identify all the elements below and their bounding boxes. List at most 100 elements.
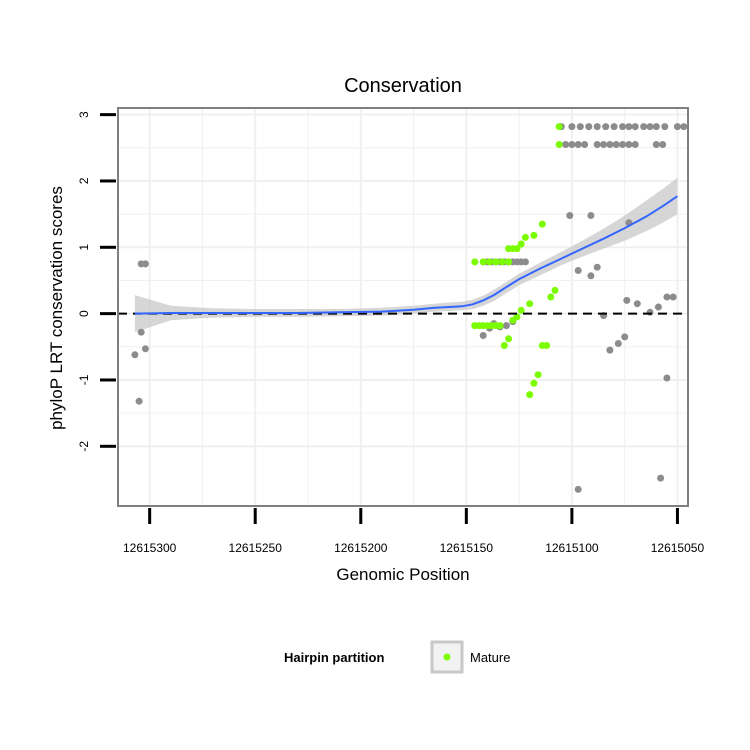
other-point (652, 141, 660, 148)
other-point (623, 296, 631, 304)
other-point (614, 340, 622, 347)
mature-point (471, 322, 479, 330)
other-point (606, 346, 614, 354)
other-point (141, 260, 149, 268)
other-point (612, 141, 620, 148)
other-point (646, 308, 654, 316)
x-tick-label: 12615200 (334, 541, 388, 555)
other-point (673, 123, 681, 131)
x-tick-label: 12615300 (123, 541, 177, 555)
other-point (141, 345, 149, 353)
mature-point (555, 123, 563, 131)
mature-point (479, 258, 487, 266)
chart-title: Conservation (344, 75, 462, 97)
x-tick-label: 12615100 (545, 541, 599, 555)
legend-label-mature: Mature (470, 650, 510, 665)
grid-lines (118, 108, 688, 506)
mature-point (509, 316, 517, 324)
other-point (568, 123, 576, 131)
other-point (521, 258, 529, 266)
other-point (593, 123, 601, 131)
other-point (562, 141, 570, 148)
x-axis: 12615300 12615250 12615200 12615150 12615100… (123, 508, 704, 555)
other-point (502, 322, 510, 330)
other-point (619, 141, 627, 148)
other-point (574, 267, 582, 274)
other-point (587, 272, 595, 280)
mature-point (526, 300, 534, 308)
mature-point (500, 342, 508, 349)
mature-point (517, 240, 525, 248)
other-point (625, 123, 633, 131)
other-point (581, 141, 589, 148)
other-point (610, 123, 618, 131)
other-point (479, 332, 487, 339)
x-axis-label: Genomic Position (336, 565, 469, 584)
other-point (606, 141, 614, 148)
x-tick-label: 12615250 (229, 541, 283, 555)
other-point (574, 141, 582, 148)
other-point (680, 123, 688, 131)
y-tick-label: 2 (77, 177, 91, 184)
y-tick-label: 0 (77, 310, 91, 317)
plot-panel (117, 107, 689, 507)
mature-point (551, 286, 559, 294)
mature-point (505, 245, 513, 253)
other-point (619, 123, 627, 131)
mature-point (521, 233, 529, 241)
other-point (621, 333, 629, 341)
y-axis-label: phyloP LRT conservation scores (47, 186, 66, 430)
other-point (600, 141, 608, 148)
other-point (631, 123, 639, 131)
other-point (574, 485, 582, 493)
mature-point (498, 258, 506, 266)
mature-point (530, 231, 538, 239)
mature-point (547, 293, 555, 301)
other-point (631, 141, 639, 148)
other-point (657, 474, 665, 482)
smooth-trend-line (134, 195, 678, 315)
other-point (135, 397, 143, 405)
mature-point (492, 258, 500, 266)
y-tick-label: -2 (77, 441, 91, 452)
other-point (566, 212, 574, 219)
mature-point (538, 220, 546, 228)
other-point (633, 300, 641, 308)
other-point (131, 351, 139, 359)
other-point (593, 263, 601, 271)
legend: Hairpin partition Mature (284, 640, 510, 674)
other-point (654, 303, 662, 311)
other-point (669, 293, 677, 301)
other-point (661, 123, 669, 131)
mature-point (526, 391, 534, 399)
mature-point (471, 258, 479, 266)
y-tick-label: 1 (77, 244, 91, 251)
mature-point (538, 342, 546, 349)
other-point (568, 141, 576, 148)
x-tick-label: 12615050 (651, 541, 705, 555)
mature-point (555, 141, 563, 148)
other-point (663, 374, 671, 382)
other-point (576, 123, 584, 131)
y-tick-label: 3 (77, 111, 91, 118)
other-point (663, 293, 671, 301)
y-axis: -2 -1 0 1 2 3 (77, 111, 116, 452)
mature-point (517, 306, 525, 314)
other-point (593, 141, 601, 148)
mature-point (530, 379, 538, 387)
other-point (652, 123, 660, 131)
other-point (137, 328, 145, 336)
other-point (625, 141, 633, 148)
other-point (659, 141, 667, 148)
mature-point (505, 335, 513, 343)
other-point (602, 123, 610, 131)
panel-border (117, 107, 689, 507)
legend-title: Hairpin partition (284, 650, 384, 665)
other-point (587, 212, 595, 219)
other-point (646, 123, 654, 131)
mature-point (505, 258, 513, 266)
y-tick-label: -1 (77, 374, 91, 385)
other-point (585, 123, 593, 131)
legend-key-mature-dot (443, 653, 451, 661)
